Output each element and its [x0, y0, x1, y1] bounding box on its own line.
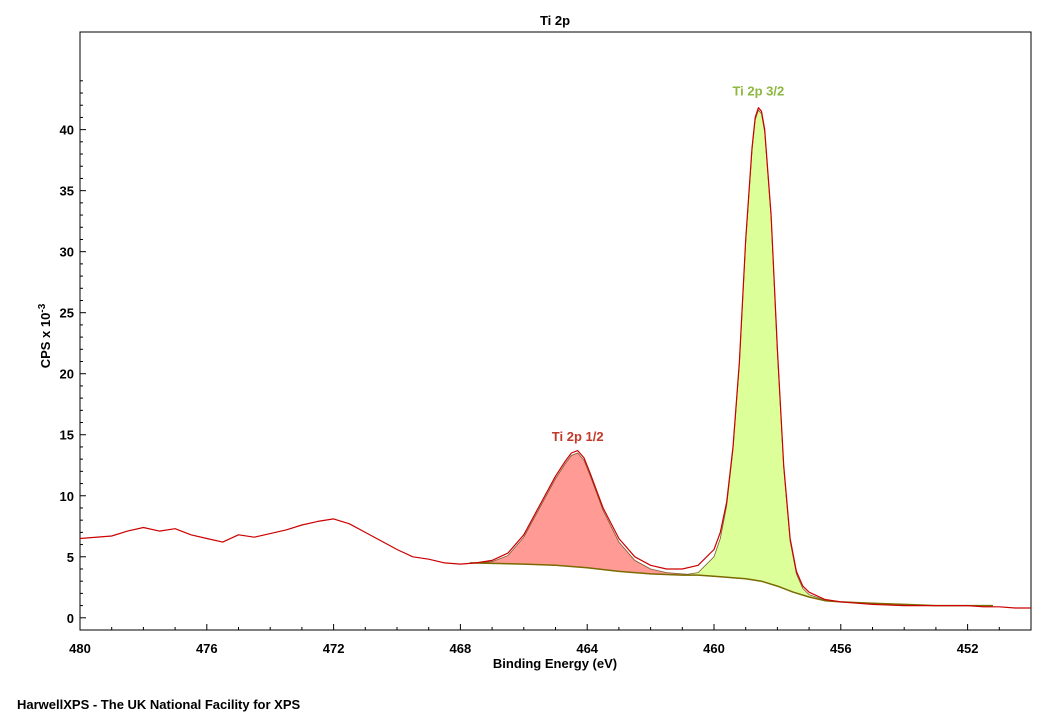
- x-tick-label: 476: [196, 641, 218, 656]
- x-tick-label: 460: [703, 641, 725, 656]
- y-axis-label-base: CPS x 10: [38, 313, 53, 369]
- y-tick-label: 15: [60, 428, 74, 443]
- chart-title: Ti 2p: [540, 13, 570, 28]
- y-tick-label: 10: [60, 489, 74, 504]
- ti-2p-1-2-component: [469, 452, 699, 576]
- y-axis-label-exponent: -3: [37, 303, 48, 312]
- x-tick-label: 468: [450, 641, 472, 656]
- background-line: [469, 562, 993, 607]
- y-axis-label: CPS x 10-3: [37, 303, 53, 368]
- y-tick-label: 25: [60, 306, 74, 321]
- ti-2p-1-2-label: Ti 2p 1/2: [552, 429, 604, 444]
- ti-2p-3-2-component: [650, 109, 993, 606]
- x-tick-label: 472: [323, 641, 345, 656]
- y-tick-label: 0: [67, 611, 74, 626]
- x-tick-label: 452: [957, 641, 979, 656]
- x-tick-label: 464: [576, 641, 598, 656]
- y-tick-label: 30: [60, 245, 74, 260]
- y-tick-label: 5: [67, 550, 74, 565]
- footer-credit: HarwellXPS - The UK National Facility fo…: [17, 697, 301, 712]
- x-axis-label: Binding Energy (eV): [493, 656, 617, 671]
- x-tick-label: 456: [830, 641, 852, 656]
- peak-annotations: Ti 2p 1/2 Ti 2p 3/2: [552, 83, 784, 443]
- y-tick-label: 40: [60, 123, 74, 138]
- x-axis: 480 476 472 468 464 460 456 452: [69, 624, 1032, 656]
- x-tick-label: 480: [69, 641, 91, 656]
- y-axis: 0 5 10 15 20 25 30 35 40: [60, 80, 86, 626]
- series-lines: [79, 107, 1031, 609]
- component-fills: [469, 109, 993, 606]
- envelope-line: [79, 107, 1031, 609]
- y-tick-label: 35: [60, 184, 74, 199]
- ti-2p-3-2-label: Ti 2p 3/2: [732, 83, 784, 98]
- y-tick-label: 20: [60, 367, 74, 382]
